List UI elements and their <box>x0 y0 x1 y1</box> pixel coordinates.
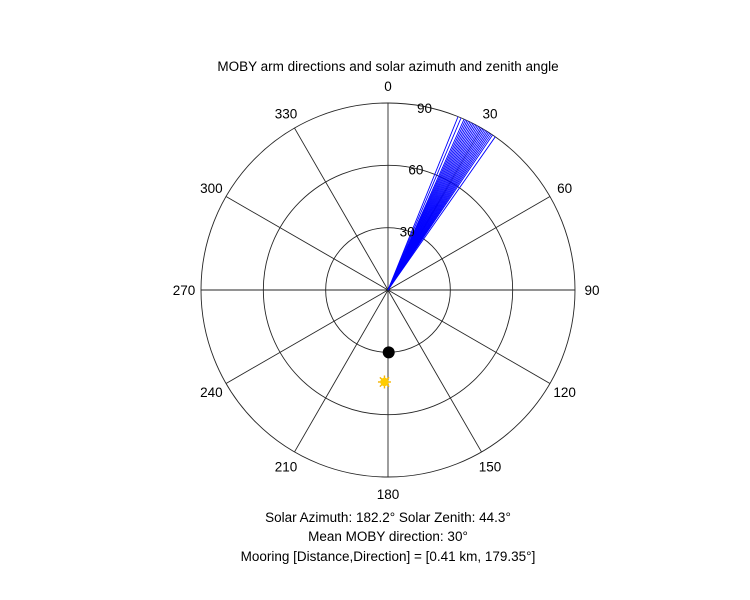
arm-directions <box>387 116 496 291</box>
captions: Solar Azimuth: 182.2° Solar Zenith: 44.3… <box>241 510 536 564</box>
markers <box>377 346 395 389</box>
chart-title: MOBY arm directions and solar azimuth an… <box>217 59 558 74</box>
sun-core <box>380 377 389 387</box>
angle-tick-label: 330 <box>275 106 298 121</box>
radial-tick-label: 30 <box>400 224 415 239</box>
grid-spoke-150 <box>387 289 482 453</box>
angle-tick-label: 210 <box>275 460 298 475</box>
angle-tick-label: 60 <box>557 181 572 196</box>
grid-spoke-60 <box>387 196 551 291</box>
grid-spoke-240 <box>225 289 389 384</box>
caption-line: Mean MOBY direction: 30° <box>308 529 468 544</box>
grid-spoke-120 <box>387 289 551 384</box>
angle-tick-label: 90 <box>584 283 599 298</box>
arm-direction-line <box>387 136 496 291</box>
caption-line: Solar Azimuth: 182.2° Solar Zenith: 44.3… <box>265 510 511 525</box>
angle-tick-label: 120 <box>553 385 576 400</box>
angle-tick-label: 150 <box>479 460 502 475</box>
angle-tick-label: 30 <box>482 106 497 121</box>
caption-line: Mooring [Distance,Direction] = [0.41 km,… <box>241 549 536 564</box>
grid-spoke-330 <box>294 127 389 291</box>
angle-tick-label: 240 <box>200 385 223 400</box>
arm-direction-line <box>387 116 459 291</box>
arm-direction-line <box>387 134 493 291</box>
radial-tick-label: 60 <box>408 163 423 178</box>
angle-tick-label: 180 <box>377 487 400 502</box>
arm-direction-line <box>387 117 462 291</box>
grid-spoke-210 <box>294 289 389 453</box>
grid-spoke-300 <box>225 196 389 291</box>
angle-tick-label: 270 <box>173 283 196 298</box>
angle-tick-label: 300 <box>200 181 223 196</box>
angle-tick-label: 0 <box>384 79 392 94</box>
radial-tick-label: 90 <box>417 101 432 116</box>
tick-labels: 0 30 60 90 120 150 180 210 240 270 300 330 30 60 90 <box>173 79 600 502</box>
sun-marker <box>377 375 391 389</box>
mooring-marker <box>382 346 395 359</box>
